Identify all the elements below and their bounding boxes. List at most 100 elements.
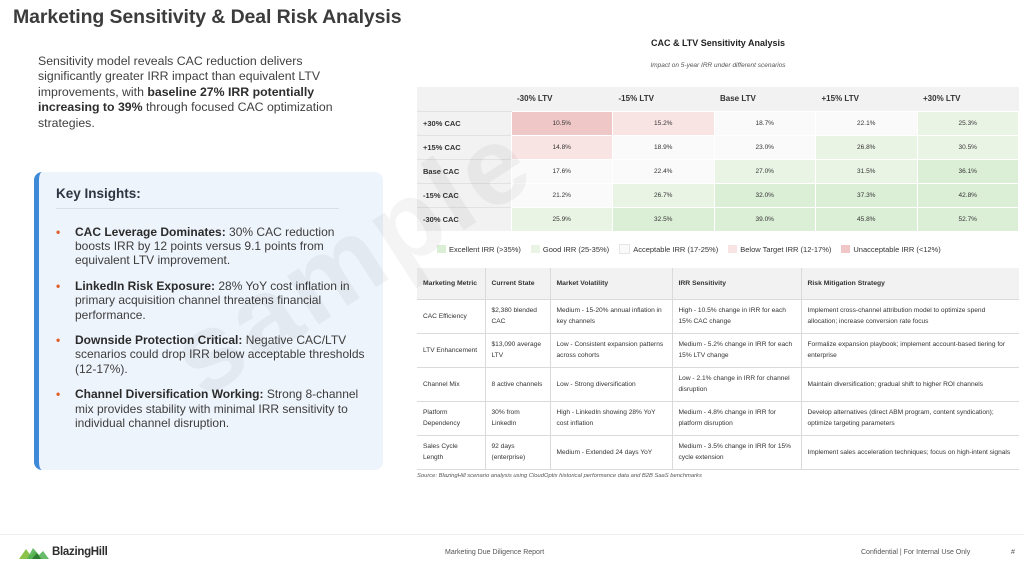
heatmap-cell: 27.0% [713, 158, 816, 184]
footer-divider [0, 534, 1024, 535]
risk-table-row: Platform Dependency 30% from LinkedIn High… [417, 400, 1019, 435]
heatmap-cell: 37.3% [815, 182, 918, 208]
risk-table-cell: Medium - 4.8% change in IRR for platform… [672, 400, 802, 435]
page-title: Marketing Sensitivity & Deal Risk Analys… [13, 6, 402, 28]
intro-text-end: through focused CAC optimization strateg… [38, 100, 333, 130]
heatmap-cell: 25.9% [510, 206, 613, 232]
risk-col-header: IRR Sensitivity [672, 268, 802, 299]
risk-table-cell: Maintain diversification; gradual shift … [801, 366, 1019, 401]
legend-label: Excellent IRR (>35%) [449, 244, 521, 254]
insight-title: Channel Diversification Working: [75, 387, 264, 402]
bullet-icon: • [56, 333, 61, 348]
heatmap-cell: 30.5% [916, 134, 1019, 160]
intro-text-start: Sensitivity model reveals CAC reduction … [38, 54, 321, 99]
insight-item: • Downside Protection Critical: Negative … [56, 333, 366, 376]
risk-table-cell: High - LinkedIn showing 28% YoY cost inf… [550, 400, 673, 435]
legend-label: Below Target IRR (12-17%) [740, 244, 832, 254]
mountain-logo-icon [19, 548, 49, 559]
heatmap-header-row: -30% LTV -15% LTV Base LTV +15% LTV +30%… [417, 87, 1019, 111]
insights-list: • CAC Leverage Dominates: 30% CAC reducti… [56, 225, 366, 441]
risk-table-cell: Low - 2.1% change in IRR for channel dis… [672, 366, 802, 401]
heatmap-row: +30% CAC 10.5% 15.2% 18.7% 22.1% 25.3% [417, 110, 1019, 136]
legend-item: Unacceptable IRR (<12%) [841, 244, 941, 254]
legend-swatch [841, 245, 851, 253]
heatmap-cell: 32.5% [612, 206, 715, 232]
risk-table-cell: Medium - Extended 24 days YoY [550, 434, 673, 470]
risk-table: Marketing Metric Current State Market Vo… [417, 268, 1019, 470]
risk-table-cell: Platform Dependency [417, 400, 486, 435]
heatmap-row-header: Base CAC [417, 158, 511, 183]
risk-table-cell: Sales Cycle Length [417, 434, 486, 470]
heatmap-cell: 32.0% [713, 182, 816, 208]
risk-col-header: Risk Mitigation Strategy [801, 268, 1019, 299]
key-insights-heading: Key Insights: [56, 186, 141, 201]
logo-text: BlazingHill [52, 546, 108, 558]
heatmap-row: Base CAC 17.6% 22.4% 27.0% 31.5% 36.1% [417, 158, 1019, 184]
heatmap-cell: 21.2% [510, 182, 613, 208]
legend-swatch [728, 245, 738, 253]
heatmap-cell: 23.0% [713, 134, 816, 160]
heatmap-corner [417, 87, 511, 111]
bullet-icon: • [56, 387, 61, 402]
heatmap-cell: 26.7% [612, 182, 715, 208]
risk-table-cell: Medium - 5.2% change in IRR for each 15%… [672, 332, 802, 367]
intro-paragraph: Sensitivity model reveals CAC reduction … [38, 54, 368, 131]
heatmap-col-header: +15% LTV [815, 87, 917, 111]
heatmap-cell: 17.6% [510, 158, 613, 184]
insight-text: Negative CAC/LTV scenarios could drop IR… [75, 333, 365, 376]
risk-table-row: Channel Mix 8 active channels Low - Strong… [417, 366, 1019, 401]
heatmap-col-header: -30% LTV [511, 87, 613, 111]
insight-item: • CAC Leverage Dominates: 30% CAC reducti… [56, 225, 366, 268]
heatmap-col-header: Base LTV [714, 87, 816, 111]
risk-table-row: CAC Efficiency $2,380 blended CAC Medium -… [417, 298, 1019, 333]
heatmap-row-header: -30% CAC [417, 206, 511, 231]
risk-table-cell: Channel Mix [417, 366, 486, 401]
risk-table-cell: Medium - 3.5% change in IRR for 15% cycl… [672, 434, 802, 470]
risk-table-cell: LTV Enhancement [417, 332, 486, 367]
heatmap-legend: Excellent IRR (>35%) Good IRR (25-35%) Acc… [437, 244, 941, 254]
risk-table-row: Sales Cycle Length 92 days (enterprise) Me… [417, 434, 1019, 470]
legend-swatch [437, 245, 446, 253]
sensitivity-heatmap: -30% LTV -15% LTV Base LTV +15% LTV +30%… [417, 87, 1019, 232]
heatmap-cell: 26.8% [815, 134, 918, 160]
heatmap-cell: 42.8% [916, 182, 1019, 208]
legend-swatch [619, 244, 631, 254]
footer-report-name: Marketing Due Diligence Report [445, 549, 545, 556]
insight-title: CAC Leverage Dominates: [75, 225, 226, 239]
risk-table-cell: 30% from LinkedIn [485, 400, 551, 435]
heatmap-cell: 31.5% [815, 158, 918, 184]
heatmap-cell: 10.5% [510, 110, 613, 136]
heatmap-row-header: +15% CAC [417, 134, 511, 159]
heatmap-col-header: -15% LTV [612, 87, 714, 111]
risk-table-cell: $13,090 average LTV [485, 332, 551, 367]
risk-table-cell: 8 active channels [485, 366, 551, 401]
risk-table-row: LTV Enhancement $13,090 average LTV Low - … [417, 332, 1019, 367]
heatmap-cell: 39.0% [713, 206, 816, 232]
page-number: # [1011, 549, 1015, 556]
heatmap-row: -15% CAC 21.2% 26.7% 32.0% 37.3% 42.8% [417, 182, 1019, 208]
risk-col-header: Current State [485, 268, 551, 299]
footer-logo: BlazingHill [19, 545, 108, 559]
insight-item: • Channel Diversification Working: Strong… [56, 387, 366, 430]
key-insights-panel: Key Insights: • CAC Leverage Dominates: 3… [34, 172, 383, 470]
risk-table-cell: 92 days (enterprise) [485, 434, 551, 470]
insight-title: Downside Protection Critical: [75, 333, 243, 348]
legend-item: Excellent IRR (>35%) [437, 244, 521, 254]
legend-item: Below Target IRR (12-17%) [728, 244, 831, 254]
heatmap-row-header: +30% CAC [417, 110, 511, 135]
legend-label: Good IRR (25-35%) [542, 244, 610, 254]
footer-confidential: Confidential | For Internal Use Only [861, 549, 971, 556]
insight-text: Strong 8-channel mix provides stability … [75, 387, 359, 430]
heatmap-cell: 22.4% [612, 158, 715, 184]
bullet-icon: • [56, 279, 61, 294]
heatmap-cell: 52.7% [916, 206, 1019, 232]
risk-table-cell: Medium - 15-20% annual inflation in key … [550, 298, 673, 333]
risk-table-cell: $2,380 blended CAC [485, 298, 551, 333]
insights-divider [56, 208, 339, 209]
heatmap-cell: 15.2% [612, 110, 715, 136]
insight-item: • LinkedIn Risk Exposure: 28% YoY cost in… [56, 279, 366, 322]
legend-label: Unacceptable IRR (<12%) [853, 244, 941, 254]
legend-item: Acceptable IRR (17-25%) [619, 244, 718, 254]
heatmap-row: +15% CAC 14.8% 18.9% 23.0% 26.8% 30.5% [417, 134, 1019, 160]
legend-item: Good IRR (25-35%) [530, 244, 610, 254]
